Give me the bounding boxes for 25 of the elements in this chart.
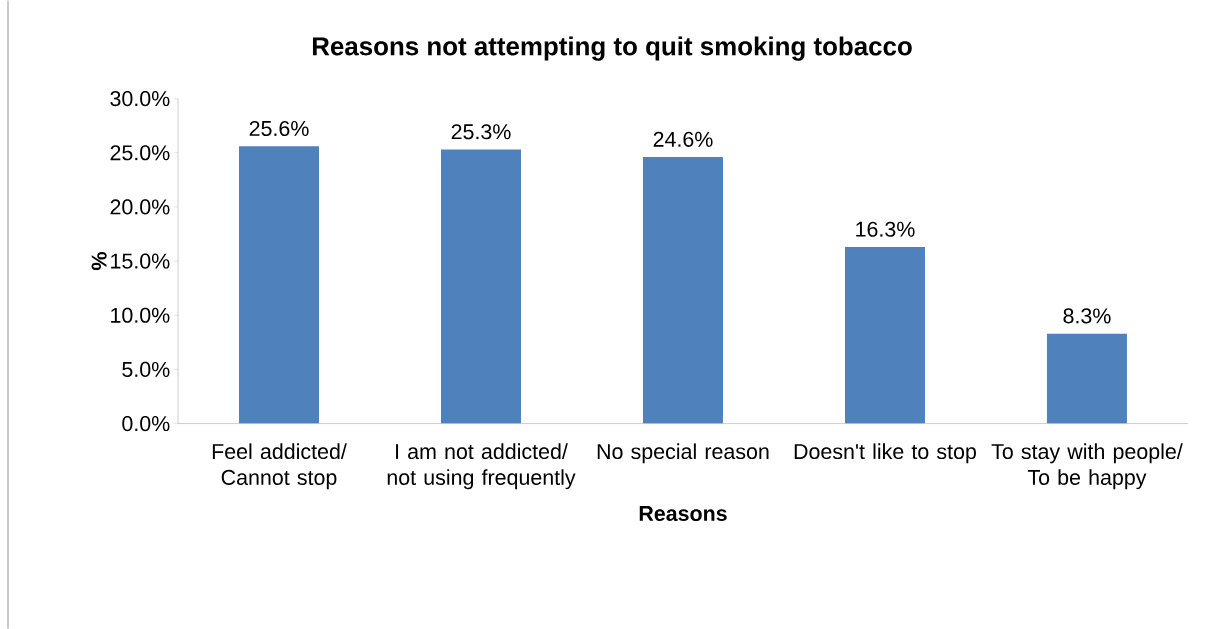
y-tick-label: 10.0% bbox=[111, 307, 170, 323]
data-label: 16.3% bbox=[856, 221, 915, 237]
y-axis-title: % bbox=[91, 252, 107, 270]
data-label: 24.6% bbox=[653, 131, 713, 147]
chart-title: Reasons not attempting to quit smoking tobacco bbox=[312, 36, 912, 61]
y-tick-label: 15.0% bbox=[111, 253, 170, 269]
bar bbox=[239, 146, 319, 424]
x-tick-label: I am not addicted/ not using frequently bbox=[387, 443, 576, 490]
x-tick-label: To stay with people/ To be happy bbox=[991, 443, 1183, 490]
x-axis-title: Reasons bbox=[639, 505, 727, 521]
data-label: 25.3% bbox=[451, 124, 511, 140]
x-tick-label: No special reason bbox=[597, 443, 769, 464]
data-label: 8.3% bbox=[1063, 308, 1111, 324]
x-tick-label: Doesn't like to stop bbox=[794, 443, 976, 464]
bar bbox=[440, 149, 521, 424]
y-tick-label: 20.0% bbox=[110, 199, 170, 215]
y-tick-label: 5.0% bbox=[122, 361, 170, 377]
bar bbox=[642, 156, 723, 424]
y-tick-label: 0.0% bbox=[122, 415, 170, 432]
data-label: 25.6% bbox=[249, 120, 309, 136]
x-tick-label: Feel addicted/ Cannot stop bbox=[212, 443, 347, 490]
y-tick-label: 30.0% bbox=[110, 90, 170, 107]
bar bbox=[1046, 333, 1127, 424]
bar bbox=[844, 246, 925, 424]
y-tick-label: 25.0% bbox=[110, 145, 170, 161]
